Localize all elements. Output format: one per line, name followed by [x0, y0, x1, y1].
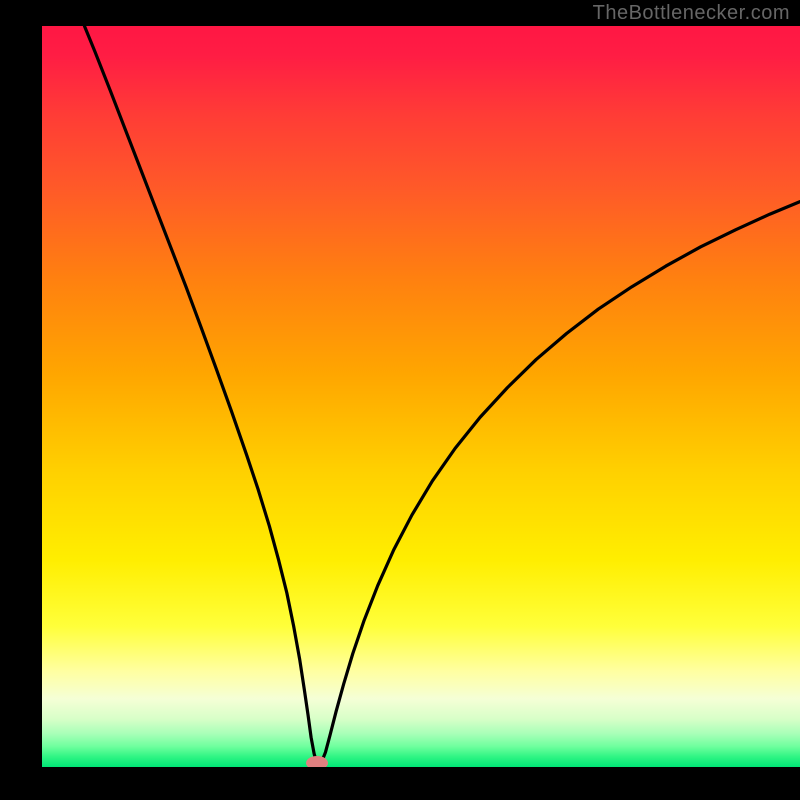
gradient-background: [42, 26, 800, 767]
plot-area: [42, 26, 800, 767]
frame-left: [0, 0, 42, 800]
watermark-text: TheBottlenecker.com: [593, 2, 790, 25]
frame-bottom: [0, 767, 800, 800]
curve-path: [84, 26, 800, 766]
bottleneck-curve: [42, 26, 800, 767]
